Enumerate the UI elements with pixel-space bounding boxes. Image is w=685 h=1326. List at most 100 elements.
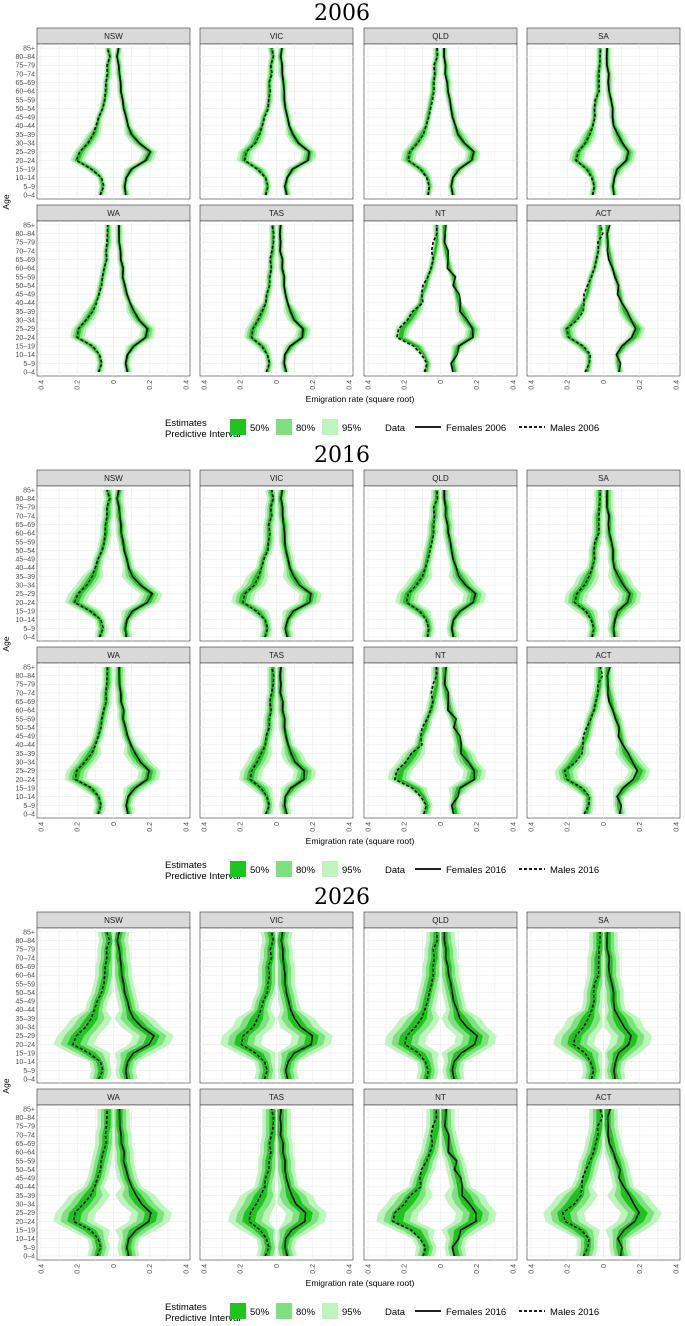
observed-line-males [561,1108,604,1257]
observed-line-females [606,224,637,373]
observed-line-females [443,47,475,196]
observed-line-females [605,47,630,196]
observed-line-males [242,489,275,638]
y-tick-label: 30–34 [16,760,36,767]
y-tick-label: 15–19 [16,166,36,173]
y-tick-label: 55–59 [16,716,36,723]
interval-band-male-pi80 [72,225,111,372]
legend-swatch-pi [230,1303,246,1319]
y-tick-label: 80–84 [16,673,36,680]
observed-line-males [243,47,275,196]
x-tick-label: 0.4 [38,1264,45,1274]
legend-pi-label: 80% [296,423,316,434]
y-tick-label: 60–64 [16,973,36,980]
facet-label: VIC [270,474,284,483]
facet-tas: TAS 0.4 0.2 0 0.2 0.4 [199,204,353,390]
facet-label: NT [435,209,446,218]
interval-band-male-pi80 [72,48,113,195]
facet-qld: QLD [363,911,518,1084]
legend-females-label: Females 2006 [446,423,506,434]
y-tick-label: 50–54 [16,106,36,113]
y-tick-label: 70–74 [16,690,36,697]
interval-band-female-pi50 [277,1109,313,1256]
y-tick-label: 45–49 [16,1176,36,1183]
legend-estimates-subtitle: Predictive Interval [165,871,241,882]
x-axis-title: Emigration rate (square root) [306,1278,415,1288]
median-line-female [606,667,641,815]
median-line-female [606,225,639,373]
panel-2026: 2026NSW0–45–910–1415–1920–2425–2930–3435… [1,885,680,1324]
y-tick-label: 75–79 [16,63,36,70]
legend-estimates-subtitle: Predictive Interval [165,1313,241,1324]
interval-band-female-pi80 [116,225,153,372]
y-tick-label: 75–79 [16,1124,36,1131]
legend-swatch-pi [276,1303,292,1319]
x-tick-label: 0.4 [183,822,190,832]
y-tick-label: 25–29 [16,1210,36,1217]
legend-pi-label: 80% [296,865,316,876]
legend-swatch-pi [322,1303,338,1319]
y-tick-label: 55–59 [16,97,36,104]
facet-label: SA [598,916,609,925]
interval-band-male-pi50 [234,932,276,1079]
facet-label: QLD [432,32,449,41]
legend-pi-label: 80% [296,1307,316,1318]
y-tick-label: 60–64 [16,1150,36,1157]
y-tick-label: 5–9 [23,361,35,368]
observed-line-females [606,931,632,1080]
legend-data-title: Data [385,1307,406,1318]
interval-band-female-pi50 [277,932,319,1079]
x-tick-label: 0.2 [147,1264,154,1274]
x-tick-label: 0.2 [474,1264,481,1274]
legend-females-label: Females 2016 [446,865,506,876]
x-tick-label: 0.2 [565,1264,572,1274]
y-tick-label: 35–39 [16,1193,36,1200]
interval-band-male-pi80 [571,48,603,195]
y-tick-label: 75–79 [16,947,36,954]
x-tick-label: 0.4 [673,1264,680,1274]
observed-line-females [606,666,639,815]
interval-band-male-pi50 [390,1109,440,1256]
y-tick-label: 40–44 [16,565,36,572]
legend-pi-label: 95% [342,1307,362,1318]
x-tick-label: 0.2 [637,1264,644,1274]
y-tick-label: 65–69 [16,699,36,706]
y-tick-label: 20–24 [16,1219,36,1226]
facet-label: SA [598,474,609,483]
y-tick-label: 40–44 [16,1184,36,1191]
legend-estimates-title: Estimates [165,1302,207,1313]
x-tick-label: 0 [111,822,118,826]
observed-line-females [280,931,314,1080]
y-tick-label: 25–29 [16,768,36,775]
facet-vic: VIC [199,911,354,1084]
y-tick-label: 25–29 [16,149,36,156]
y-tick-label: 0–4 [23,192,35,199]
interval-band-female-pi50 [114,932,160,1079]
y-tick-label: 15–19 [16,785,36,792]
observed-line-females [280,47,311,196]
facet-label: NSW [104,916,123,925]
x-tick-label: 0.2 [474,822,481,832]
x-tick-label: 0 [438,1264,445,1268]
x-tick-label: 0.4 [201,380,208,390]
interval-band-female-pi50 [605,490,634,637]
panel-2006: 2006NSW0–45–910–1415–1920–2425–2930–3435… [1,1,680,440]
observed-line-females [443,931,479,1080]
facet-label: VIC [270,32,284,41]
y-tick-label: 75–79 [16,240,36,247]
interval-band-male-pi50 [571,490,602,637]
observed-line-females [443,666,476,815]
y-tick-label: 35–39 [16,132,36,139]
y-tick-label: 10–14 [16,794,36,801]
panel-2016: 2016NSW0–45–910–1415–1920–2425–2930–3435… [1,443,680,882]
x-tick-label: 0.4 [673,822,680,832]
facet-sa: SA [526,469,681,642]
y-tick-label: 50–54 [16,725,36,732]
y-tick-label: 15–19 [16,608,36,615]
observed-line-females [118,224,149,373]
y-tick-label: 0–4 [23,634,35,641]
